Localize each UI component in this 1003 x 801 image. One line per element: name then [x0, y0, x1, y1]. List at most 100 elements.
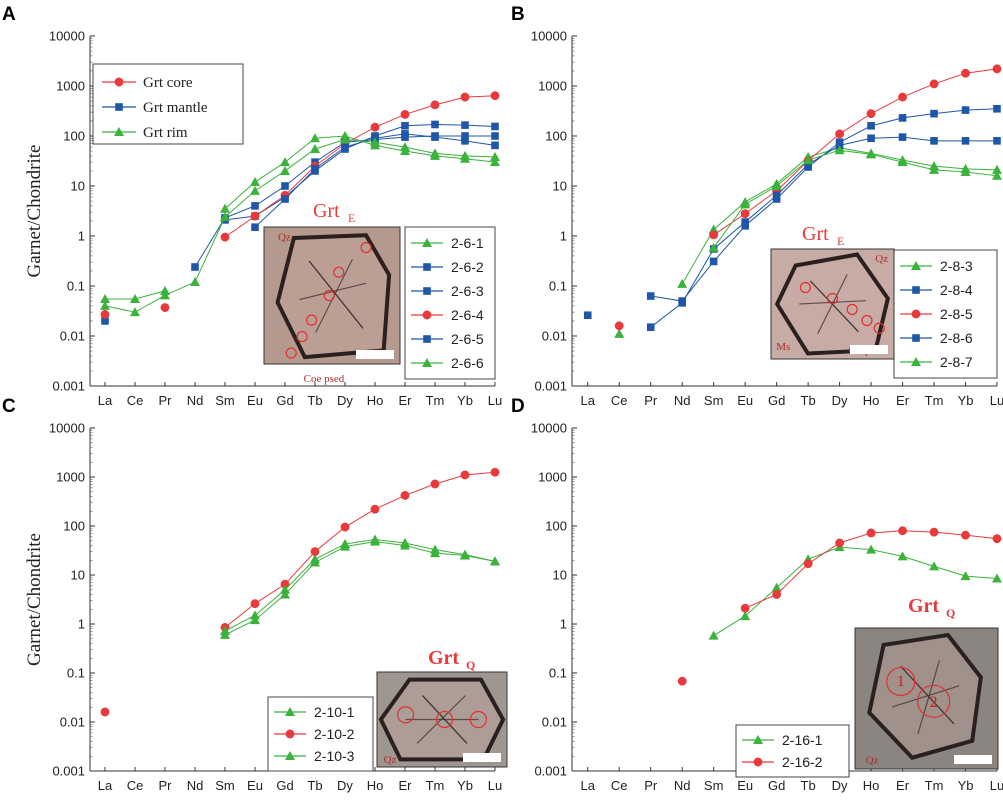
series-line [224, 95, 496, 238]
y-tick-label: 10 [71, 568, 85, 583]
legend-marker [422, 238, 432, 247]
data-point [190, 277, 200, 287]
data-point [709, 257, 718, 266]
data-point [993, 137, 1001, 145]
legend-label: 2-8-3 [940, 258, 973, 274]
data-point [310, 133, 320, 143]
x-tick-label: Tb [307, 393, 322, 408]
y-tick-label: 0.001 [52, 764, 85, 779]
data-point [191, 263, 199, 271]
fracture-line [891, 685, 960, 708]
sample-legend-box [735, 724, 850, 778]
fracture-line [900, 665, 955, 725]
photo-label: Qz [875, 253, 888, 265]
analysis-spot [799, 281, 812, 294]
data-point [460, 549, 470, 559]
legend-label: 2-6-1 [451, 235, 484, 251]
x-tick-label: Sm [704, 778, 724, 793]
x-tick-label: Eu [737, 778, 753, 793]
analysis-spot [861, 314, 873, 327]
legend-label: Grt core [143, 75, 193, 91]
x-tick-label: Pr [644, 393, 658, 408]
data-point [614, 328, 625, 338]
data-point [340, 522, 350, 532]
x-tick-label: Gd [768, 778, 785, 793]
x-tick-label: Gd [276, 393, 293, 408]
panel-d: D 10000 1000 100 10 1 0.1 0.01 0.001 La Ce Pr Nd Sm Eu… [511, 396, 1003, 793]
x-tick-label: Ce [127, 778, 144, 793]
data-point [281, 195, 289, 203]
x-tick-label: Yb [457, 393, 473, 408]
analysis-spot [323, 289, 335, 302]
y-tick-label: 0.001 [534, 379, 567, 394]
x-tick-label: Lu [488, 393, 502, 408]
analysis-spot [333, 266, 345, 278]
panel-c: C 10000 1000 100 10 1 0.1 0.01 0.001 La Ce Pr Nd Sm Eu… [2, 396, 502, 793]
data-point [250, 177, 260, 187]
sample-legend-b: 2-8-3 2-8-4 2-8-5 2-8-6 2-8-7 [893, 249, 998, 379]
y-tick-label: 100 [63, 129, 85, 144]
data-point [898, 114, 907, 122]
series-line [744, 530, 998, 609]
data-point [160, 285, 170, 295]
x-tick-label: Nd [674, 778, 691, 793]
data-point [930, 109, 938, 118]
data-point [866, 109, 876, 119]
data-point [835, 538, 845, 548]
analysis-spot [846, 303, 858, 316]
data-point [490, 556, 500, 566]
data-point [583, 311, 592, 320]
inset-title: Grt [313, 200, 340, 222]
data-point [160, 303, 170, 313]
data-point [771, 582, 782, 592]
data-point [311, 165, 319, 173]
data-point [400, 491, 410, 500]
data-point [677, 676, 687, 686]
data-point [341, 143, 349, 151]
x-tick-label: Gd [276, 778, 293, 793]
data-point [400, 142, 410, 152]
legend-label: 2-8-5 [940, 306, 973, 322]
data-point [898, 92, 908, 102]
legend-marker [285, 707, 295, 716]
data-point [310, 143, 320, 153]
data-point [992, 64, 1002, 74]
data-point [867, 134, 875, 143]
series-line [224, 135, 496, 210]
data-point [740, 209, 750, 219]
data-point [460, 92, 470, 102]
data-point [491, 132, 499, 140]
legend-marker [753, 757, 763, 767]
y-tick-label: 10000 [531, 29, 567, 44]
analysis-spot [285, 347, 297, 359]
x-tick-label: Pr [644, 778, 658, 793]
x-tick-label: Yb [958, 393, 974, 408]
data-point [220, 203, 230, 213]
x-tick-label: Yb [958, 778, 974, 793]
y-axis-title: Garnet/Chondrite [24, 533, 45, 666]
y-tick-label: 10000 [49, 421, 85, 436]
x-tick-label: Sm [215, 393, 235, 408]
legend-marker [911, 357, 921, 366]
analysis-spot [436, 710, 454, 729]
legend-label: 2-10-3 [314, 748, 355, 764]
data-point [340, 134, 350, 144]
y-tick-label: 100 [545, 519, 567, 534]
data-point [220, 232, 230, 242]
series-2-8-7 [708, 145, 1002, 252]
series-2-16-1 [708, 542, 1002, 640]
series-line [713, 149, 998, 249]
series-line [224, 123, 496, 221]
x-tick-label: Er [399, 393, 413, 408]
y-tick-label: 10000 [49, 29, 85, 44]
legend-label: 2-16-1 [782, 732, 823, 748]
data-point [490, 467, 500, 477]
fracture-line [799, 300, 866, 305]
data-point [961, 68, 970, 78]
x-tick-label: Tm [925, 778, 944, 793]
data-point [491, 122, 499, 131]
scale-bar [463, 753, 501, 762]
x-tick-label: Sm [704, 393, 724, 408]
data-point [370, 137, 380, 147]
scale-bar [850, 345, 888, 354]
